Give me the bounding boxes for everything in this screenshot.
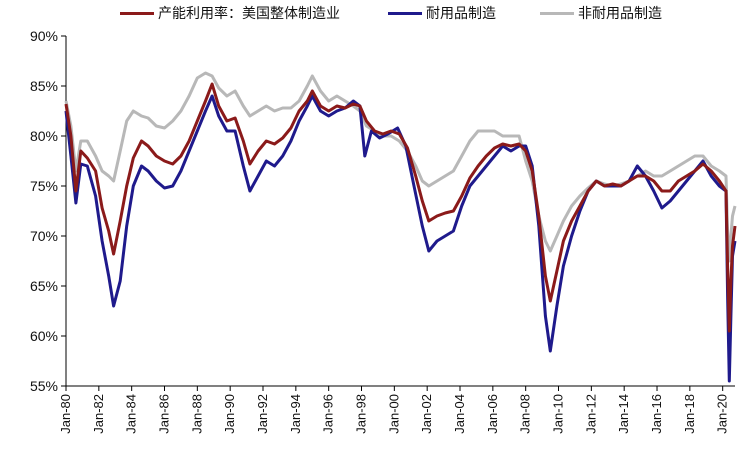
y-tick-label: 65% — [30, 278, 58, 294]
x-tick-label: Jan-96 — [321, 394, 336, 434]
x-tick-label: Jan-18 — [682, 394, 697, 434]
x-tick-label: Jan-92 — [255, 394, 270, 434]
y-axis: 55% 60% 65% 70% 75% 80% 85% 90% — [30, 28, 67, 394]
legend-swatch-total — [120, 11, 154, 15]
series-line-total-manufacturing — [64, 82, 737, 333]
x-tick-label: Jan-94 — [288, 394, 303, 434]
x-tick-label: Jan-06 — [485, 394, 500, 434]
y-tick-label: 75% — [30, 178, 58, 194]
legend-label-durable: 耐用品制造 — [426, 6, 496, 22]
y-tick-label: 55% — [30, 378, 58, 394]
y-tick-label: 80% — [30, 128, 58, 144]
y-tick-label: 70% — [30, 228, 58, 244]
series-line-nondurable-goods — [64, 71, 737, 263]
legend-label-nondurable: 非耐用品制造 — [578, 6, 662, 22]
x-tick-label: Jan-04 — [452, 394, 467, 434]
legend-label-total: 产能利用率：美国整体制造业 — [158, 6, 340, 22]
x-tick-label: Jan-82 — [91, 394, 106, 434]
x-tick-label: Jan-20 — [715, 394, 730, 434]
x-axis: Jan-80 Jan-82 Jan-84 Jan-86 Jan-88 Jan-90 Jan-… — [58, 385, 735, 434]
series-layer — [64, 71, 737, 383]
y-tick-label: 90% — [30, 28, 58, 44]
x-tick-label: Jan-12 — [583, 394, 598, 434]
legend-item-nondurable-goods: 非耐用品制造 — [540, 2, 662, 24]
y-tick-label: 85% — [30, 78, 58, 94]
x-tick-label: Jan-84 — [124, 394, 139, 434]
x-tick-label: Jan-80 — [58, 394, 73, 434]
x-tick-label: Jan-08 — [518, 394, 533, 434]
x-tick-label: Jan-16 — [649, 394, 664, 434]
legend-item-total-manufacturing: 产能利用率：美国整体制造业 — [120, 2, 340, 24]
x-tick-label: Jan-90 — [222, 394, 237, 434]
legend-swatch-durable — [388, 11, 422, 15]
x-tick-label: Jan-14 — [616, 394, 631, 434]
x-tick-label: Jan-98 — [354, 394, 369, 434]
x-tick-label: Jan-00 — [386, 394, 401, 434]
legend-item-durable-goods: 耐用品制造 — [388, 2, 496, 24]
legend-swatch-nondurable — [540, 11, 574, 15]
legend: 产能利用率：美国整体制造业 耐用品制造 非耐用品制造 — [0, 2, 752, 24]
x-tick-label: Jan-10 — [551, 394, 566, 434]
x-tick-label: Jan-88 — [189, 394, 204, 434]
y-tick-label: 60% — [30, 328, 58, 344]
x-tick-label: Jan-86 — [157, 394, 172, 434]
x-tick-label: Jan-02 — [419, 394, 434, 434]
